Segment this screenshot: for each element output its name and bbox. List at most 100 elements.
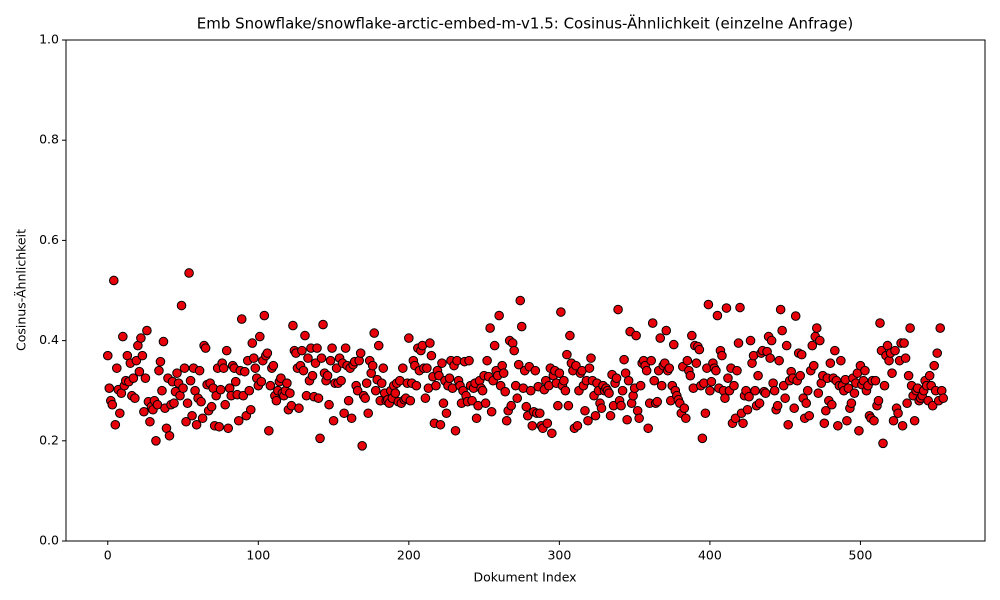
scatter-point bbox=[860, 365, 870, 376]
scatter-point bbox=[236, 314, 247, 324]
scatter-point bbox=[118, 331, 128, 342]
scatter-point bbox=[652, 396, 663, 407]
scatter-point bbox=[486, 406, 497, 417]
scatter-point bbox=[647, 318, 658, 328]
scatter-point bbox=[634, 413, 644, 424]
scatter-point bbox=[778, 380, 789, 391]
scatter-point bbox=[565, 330, 575, 341]
scatter-point bbox=[142, 325, 152, 336]
scatter-point bbox=[833, 420, 843, 431]
scatter-point bbox=[813, 388, 824, 399]
scatter-point bbox=[134, 366, 145, 377]
scatter-point bbox=[661, 325, 672, 336]
scatter-point bbox=[732, 365, 742, 376]
scatter-point bbox=[821, 405, 831, 416]
scatter-point bbox=[352, 385, 363, 396]
scatter-point bbox=[738, 418, 748, 429]
scatter-point bbox=[230, 376, 241, 387]
scatter-point bbox=[206, 401, 217, 412]
scatter-point bbox=[795, 370, 806, 381]
scatter-point bbox=[580, 405, 590, 416]
scatter-point bbox=[875, 318, 885, 328]
scatter-point bbox=[102, 350, 113, 361]
scatter-point bbox=[687, 330, 697, 341]
scatter-point bbox=[298, 365, 309, 376]
scatter-point bbox=[596, 403, 607, 414]
scatter-point bbox=[221, 345, 232, 356]
scatter-point bbox=[155, 356, 166, 367]
scatter-point bbox=[464, 355, 474, 366]
scatter-point bbox=[703, 299, 714, 310]
scatter-point bbox=[553, 400, 563, 411]
scatter-point bbox=[315, 433, 325, 444]
scatter-point bbox=[559, 375, 569, 386]
axes-frame bbox=[65, 39, 986, 542]
scatter-point bbox=[441, 408, 452, 419]
scatter-point bbox=[843, 383, 854, 393]
plot-area bbox=[102, 268, 949, 451]
scatter-point bbox=[434, 370, 444, 381]
scatter-point bbox=[437, 358, 447, 368]
scatter-point bbox=[613, 304, 623, 315]
scatter-point bbox=[360, 393, 370, 404]
scatter-point bbox=[482, 355, 492, 366]
scatter-point bbox=[343, 395, 354, 406]
scatter-point bbox=[723, 373, 733, 383]
scatter-point bbox=[807, 340, 818, 351]
scatter-point bbox=[139, 406, 149, 417]
scatter-point bbox=[655, 333, 666, 343]
scatter-point bbox=[772, 400, 783, 411]
scatter-point bbox=[854, 425, 864, 436]
scatter-point bbox=[136, 333, 146, 343]
scatter-point bbox=[682, 355, 693, 366]
scatter-point bbox=[157, 385, 167, 396]
x-tick-label: 500 bbox=[849, 548, 873, 563]
scatter-point bbox=[935, 323, 946, 333]
scatter-point bbox=[617, 385, 628, 396]
scatter-point bbox=[444, 373, 455, 383]
scatter-point bbox=[128, 373, 139, 383]
scatter-point bbox=[179, 363, 190, 373]
scatter-point bbox=[836, 355, 846, 366]
scatter-point bbox=[721, 303, 732, 313]
scatter-point bbox=[431, 380, 441, 391]
scatter-point bbox=[887, 368, 897, 378]
scatter-point bbox=[378, 363, 389, 373]
scatter-point bbox=[218, 363, 229, 373]
x-axis-label: Dokument Index bbox=[473, 570, 576, 585]
scatter-point bbox=[705, 385, 715, 396]
chart-title: Emb Snowflake/snowflake-arctic-embed-m-v… bbox=[197, 14, 853, 33]
scatter-point bbox=[830, 345, 840, 356]
scatter-point bbox=[411, 380, 422, 391]
scatter-point bbox=[259, 310, 270, 321]
scatter-point bbox=[706, 376, 717, 387]
scatter-point bbox=[197, 413, 208, 424]
scatter-point bbox=[471, 413, 482, 424]
scatter-point bbox=[694, 344, 705, 355]
y-axis-label: Cosinus-Ähnlichkeit bbox=[14, 229, 29, 351]
scatter-point bbox=[619, 354, 629, 365]
scatter-point bbox=[316, 353, 327, 363]
scatter-point bbox=[542, 418, 553, 429]
scatter-point bbox=[516, 321, 527, 332]
scatter-point bbox=[307, 370, 318, 381]
scatter-point bbox=[547, 428, 557, 439]
scatter-point bbox=[361, 378, 372, 388]
y-tick-label: 0.6 bbox=[39, 232, 59, 247]
scatter-point bbox=[720, 393, 730, 404]
scatter-point bbox=[318, 319, 328, 330]
scatter-point bbox=[780, 393, 790, 404]
scatter-point bbox=[268, 360, 279, 371]
x-tick-label: 100 bbox=[246, 548, 270, 563]
scatter-point bbox=[605, 410, 616, 421]
scatter-point bbox=[584, 363, 595, 373]
scatter-point bbox=[827, 399, 837, 410]
scatter-point bbox=[646, 355, 656, 366]
scatter-point bbox=[783, 419, 793, 430]
scatter-point bbox=[220, 399, 230, 410]
scatter-point bbox=[340, 343, 351, 353]
scatter-point bbox=[679, 403, 690, 414]
y-tick-label: 1.0 bbox=[39, 32, 59, 47]
scatter-point bbox=[184, 268, 194, 278]
